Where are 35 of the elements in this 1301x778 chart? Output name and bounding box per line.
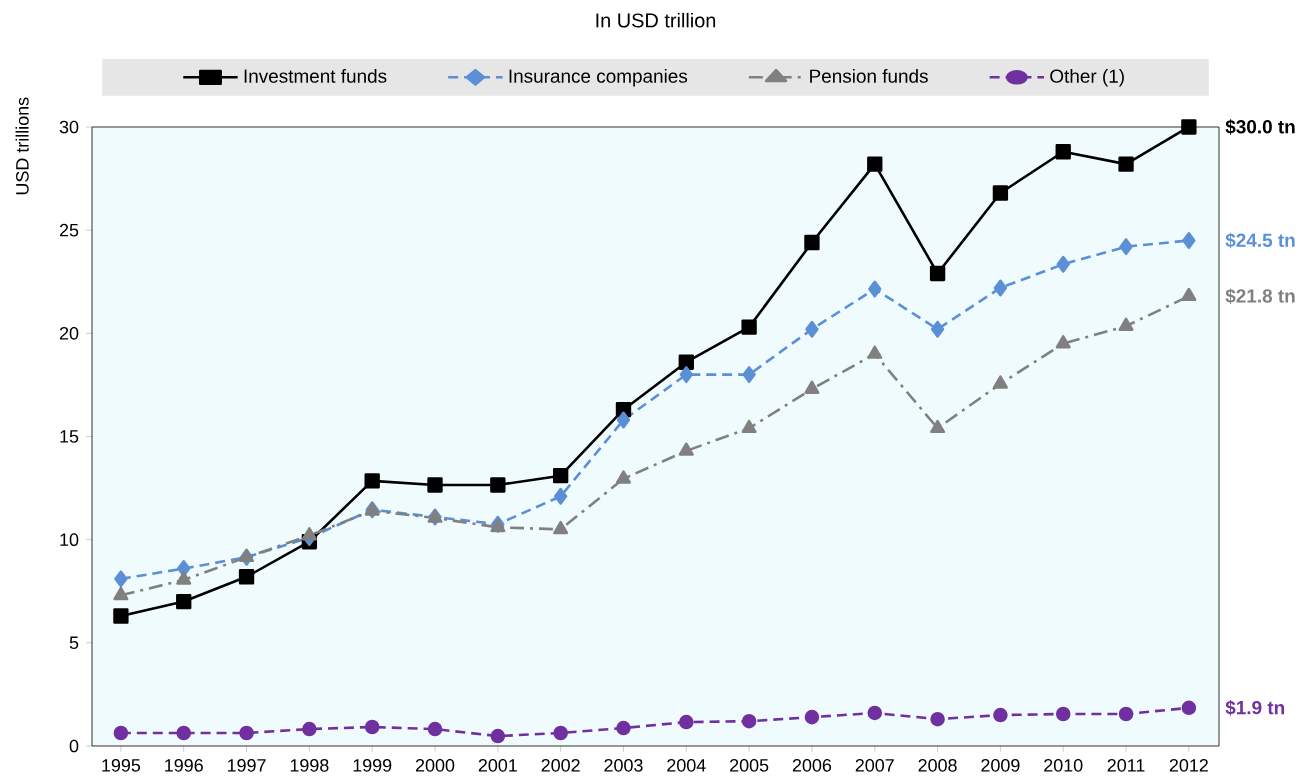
x-tick-label: 2000 — [415, 758, 455, 772]
x-tick-label: 2005 — [730, 758, 769, 772]
x-tick-label: 1999 — [353, 758, 392, 772]
y-tick-label: 20 — [59, 326, 79, 340]
legend-label: Investment funds — [244, 68, 387, 83]
text: $30.0 tn — [1225, 119, 1295, 135]
y-tick-label: 15 — [60, 430, 79, 443]
legend-label: Insurance companies — [509, 68, 688, 87]
x-tick-label: 2012 — [1169, 758, 1208, 772]
x-tick-label: 1995 — [102, 758, 141, 772]
x-tick-label: 2009 — [981, 758, 1020, 772]
y-tick-label: 0 — [69, 739, 79, 753]
legend-label: Other (1) — [1050, 68, 1124, 87]
y-tick-label: 10 — [60, 533, 79, 546]
x-tick-label: 2002 — [541, 758, 580, 772]
y-tick-label: 30 — [59, 120, 79, 134]
x-tick-label: 1997 — [227, 758, 266, 772]
text: $1.9 tn — [1225, 699, 1285, 716]
x-tick-label: 1998 — [290, 758, 329, 772]
x-tick-label: 2011 — [1107, 758, 1145, 772]
x-tick-label: 1996 — [165, 758, 203, 772]
x-tick-label: 2003 — [604, 758, 643, 772]
x-tick-label: 2010 — [1044, 758, 1083, 772]
text: $24.5 tn — [1225, 232, 1295, 249]
x-tick-label: 2007 — [855, 758, 894, 772]
x-tick-label: 2001 — [478, 758, 517, 772]
x-tick-label: 2006 — [792, 758, 832, 772]
x-tick-label: 2008 — [918, 758, 957, 772]
x-tick-label: 2004 — [667, 758, 706, 772]
y-axis-title: USD trillions — [15, 97, 29, 194]
legend-label: Pension funds — [810, 68, 928, 83]
text: $21.8 tn — [1225, 288, 1295, 304]
chart-title: In USD trillion — [596, 12, 716, 28]
y-tick-label: 5 — [69, 636, 79, 649]
y-tick-label: 25 — [59, 223, 79, 237]
